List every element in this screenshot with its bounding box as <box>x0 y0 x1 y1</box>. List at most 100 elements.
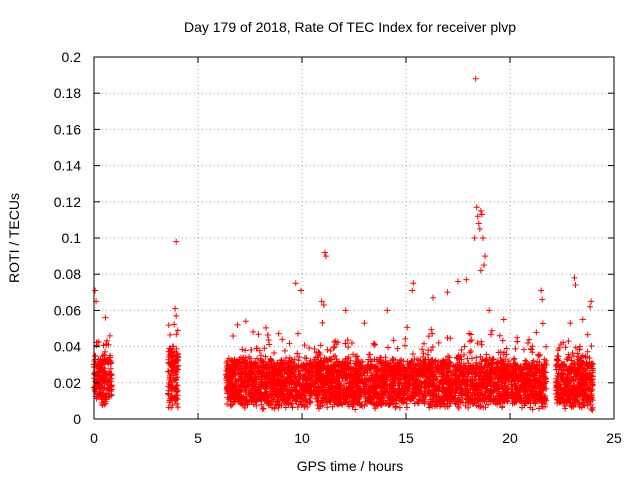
data-point <box>102 378 109 385</box>
data-point <box>371 341 378 348</box>
data-point <box>529 349 536 356</box>
data-point <box>165 404 172 411</box>
data-point <box>286 340 293 347</box>
data-point <box>102 314 109 321</box>
data-point <box>529 343 536 350</box>
data-point <box>471 235 478 241</box>
data-point <box>447 335 454 342</box>
x-tick-labels: 0 5 10 15 20 25 <box>90 430 622 446</box>
data-point <box>95 358 102 365</box>
data-point <box>487 331 494 338</box>
data-point <box>271 349 278 356</box>
data-point <box>169 343 176 350</box>
data-point <box>481 262 487 269</box>
x-tick-label: 5 <box>194 430 202 446</box>
data-point <box>584 331 591 338</box>
data-point <box>396 404 403 411</box>
data-point <box>421 340 428 347</box>
data-point <box>106 332 113 339</box>
data-point <box>167 375 174 382</box>
data-point <box>394 345 401 352</box>
data-point <box>365 351 372 358</box>
data-point <box>565 338 572 345</box>
data-point <box>409 287 416 294</box>
data-point <box>96 390 103 397</box>
data-point <box>173 331 180 338</box>
data-point <box>107 365 114 372</box>
data-point <box>576 343 583 350</box>
data-point <box>295 330 302 337</box>
data-point <box>384 307 391 314</box>
x-tick-label: 20 <box>502 430 518 446</box>
data-point <box>165 322 172 329</box>
data-point <box>169 401 176 408</box>
data-point <box>496 332 503 339</box>
data-point <box>588 298 595 305</box>
chart-title: Day 179 of 2018, Rate Of TEC Index for r… <box>184 19 516 35</box>
data-point <box>101 356 108 363</box>
data-point <box>259 405 266 412</box>
data-point <box>486 307 493 314</box>
data-point <box>567 320 574 327</box>
data-point <box>97 389 104 396</box>
data-point <box>477 207 484 214</box>
data-point <box>165 391 172 398</box>
data-point <box>169 393 176 400</box>
data-point <box>354 353 361 360</box>
data-point <box>165 368 172 375</box>
y-tick-label: 0.04 <box>54 339 81 355</box>
y-axis-label: ROTI / TECUs <box>6 193 22 283</box>
y-tick-label: 0.12 <box>54 194 81 210</box>
data-point <box>92 378 99 385</box>
y-tick-label: 0 <box>73 411 81 427</box>
y-tick-label: 0.1 <box>62 230 82 246</box>
data-point <box>321 249 328 256</box>
data-point <box>170 372 177 379</box>
data-point <box>342 307 349 314</box>
data-point <box>264 332 271 339</box>
data-point <box>100 385 107 392</box>
data-point <box>404 324 411 331</box>
data-point <box>409 350 416 357</box>
data-point <box>254 355 261 362</box>
data-point <box>306 344 313 351</box>
data-point <box>173 387 180 394</box>
data-point <box>527 345 534 352</box>
data-point <box>539 296 546 303</box>
data-point <box>327 347 334 354</box>
data-point <box>505 358 512 365</box>
data-point <box>476 225 483 232</box>
data-point <box>101 351 108 358</box>
data-point <box>514 338 521 345</box>
data-point <box>477 267 484 274</box>
data-point <box>279 336 286 343</box>
data-point <box>461 343 468 350</box>
data-point <box>99 401 106 408</box>
data-point <box>93 395 100 402</box>
data-point <box>97 362 104 369</box>
data-point <box>262 324 269 331</box>
data-point <box>165 379 172 386</box>
data-point <box>297 287 304 294</box>
data-point <box>173 312 180 319</box>
y-tick-label: 0.06 <box>54 302 81 318</box>
data-point <box>105 381 112 388</box>
data-point <box>103 337 110 344</box>
data-point <box>455 404 462 411</box>
data-point <box>317 342 324 349</box>
y-tick-label: 0.08 <box>54 266 81 282</box>
data-point <box>322 253 329 260</box>
data-point <box>91 370 98 377</box>
data-point <box>171 321 178 328</box>
data-point <box>169 385 176 392</box>
data-point <box>166 399 173 406</box>
data-point <box>174 366 181 373</box>
y-tick-label: 0.02 <box>54 375 81 391</box>
data-point <box>101 384 108 391</box>
data-point <box>250 328 257 335</box>
data-point <box>539 320 546 327</box>
data-point <box>390 337 397 344</box>
data-point <box>167 331 174 338</box>
data-point <box>479 235 486 241</box>
